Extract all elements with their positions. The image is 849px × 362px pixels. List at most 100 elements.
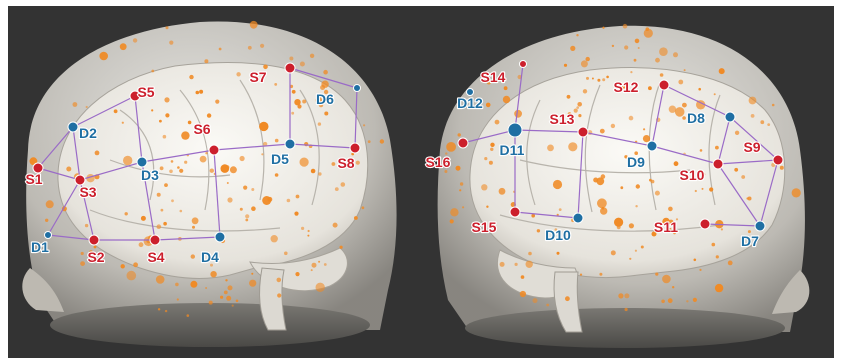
scalp-dot	[611, 250, 616, 255]
detector-label: D3	[141, 167, 159, 183]
scalp-dot	[177, 166, 180, 169]
scalp-dot	[557, 252, 560, 255]
scalp-dot	[576, 106, 579, 109]
scalp-dot	[316, 283, 325, 292]
scalp-dot	[580, 274, 582, 276]
scalp-dot	[139, 242, 144, 247]
scalp-dot	[335, 187, 339, 191]
scalp-dot	[311, 269, 313, 271]
scalp-dot	[251, 273, 253, 275]
scalp-dot	[275, 173, 279, 177]
scalp-dot	[503, 96, 510, 103]
scalp-dot	[661, 300, 665, 304]
detector-label: D5	[271, 151, 289, 167]
scalp-dot	[207, 113, 211, 117]
source-marker-icon	[510, 207, 520, 217]
scalp-dot	[210, 271, 216, 277]
scalp-dot	[749, 97, 757, 105]
scalp-dot	[236, 300, 239, 303]
scalp-dot	[251, 188, 254, 191]
scalp-dot	[125, 212, 128, 215]
scalp-dot	[546, 304, 549, 307]
scalp-dot	[602, 207, 605, 210]
scalp-dot	[354, 216, 358, 220]
scalp-dot	[165, 113, 169, 117]
source-marker-icon	[659, 80, 669, 90]
scalp-dot	[163, 135, 167, 139]
scalp-dot	[712, 243, 716, 247]
scalp-dot	[521, 275, 525, 279]
source-label: S13	[550, 111, 575, 127]
scalp-dot	[660, 73, 664, 77]
scalp-dot	[340, 246, 343, 249]
detector-marker-icon	[285, 139, 295, 149]
detector-label: D7	[741, 233, 759, 249]
scalp-dot	[460, 182, 463, 185]
scalp-dot	[159, 120, 162, 123]
scalp-dot	[520, 291, 526, 297]
detector-marker-icon	[725, 112, 735, 122]
scalp-dot	[735, 131, 739, 135]
scalp-dot	[515, 263, 518, 266]
scalp-dot	[553, 180, 562, 189]
scalp-dot	[240, 208, 243, 211]
scalp-dot	[274, 83, 277, 86]
scalp-dot	[655, 58, 660, 63]
scalp-dot	[612, 45, 614, 47]
scalp-dot	[625, 308, 628, 311]
scalp-dot	[189, 75, 193, 79]
scalp-dot	[741, 175, 745, 179]
scalp-dot	[287, 199, 291, 203]
scalp-dot	[205, 287, 207, 289]
scalp-dot	[533, 298, 538, 303]
scalp-dot	[196, 91, 200, 95]
scalp-dot	[296, 195, 300, 199]
scalp-dot	[651, 180, 655, 184]
source-label: S15	[472, 219, 497, 235]
scalp-dot	[636, 184, 640, 188]
scalp-dot	[318, 261, 320, 263]
scalp-dot	[341, 182, 346, 187]
scalp-dot	[641, 246, 644, 249]
scalp-dot	[99, 52, 108, 61]
detector-label: D11	[500, 142, 525, 158]
scalp-dot	[226, 165, 230, 169]
source-marker-icon	[209, 145, 219, 155]
scalp-dot	[156, 275, 165, 284]
scalp-dot	[668, 207, 673, 212]
scalp-dot	[80, 261, 85, 266]
scalp-dot	[567, 95, 571, 99]
scalp-dot	[694, 259, 697, 262]
scalp-dot	[648, 86, 652, 90]
scalp-dot	[226, 296, 231, 301]
scalp-dot	[261, 153, 263, 155]
scalp-dot	[721, 228, 723, 230]
scalp-dot	[760, 120, 764, 124]
detector-marker-icon	[755, 221, 765, 231]
scalp-dot	[662, 275, 671, 284]
scalp-dot	[716, 255, 719, 258]
scalp-dot	[171, 199, 174, 202]
scalp-dot	[165, 310, 167, 312]
scalp-dot	[629, 116, 634, 121]
detector-label: D4	[201, 249, 219, 265]
scalp-dot	[310, 54, 314, 58]
scalp-dot	[668, 298, 673, 303]
scalp-dot	[187, 314, 190, 317]
scalp-dot	[204, 59, 208, 63]
scalp-dot	[260, 44, 264, 48]
source-marker-icon	[713, 159, 723, 169]
scalp-dot	[678, 80, 683, 85]
scalp-dot	[581, 60, 588, 67]
scalp-dot	[698, 88, 701, 91]
scalp-dot	[122, 122, 124, 124]
scalp-dot	[684, 69, 686, 71]
scalp-dot	[450, 208, 458, 216]
scalp-dot	[586, 77, 589, 80]
scalp-dot	[95, 151, 100, 156]
source-marker-icon	[578, 127, 588, 137]
source-marker-icon	[458, 138, 468, 148]
scalp-dot	[356, 161, 360, 165]
scalp-dot	[318, 122, 321, 125]
